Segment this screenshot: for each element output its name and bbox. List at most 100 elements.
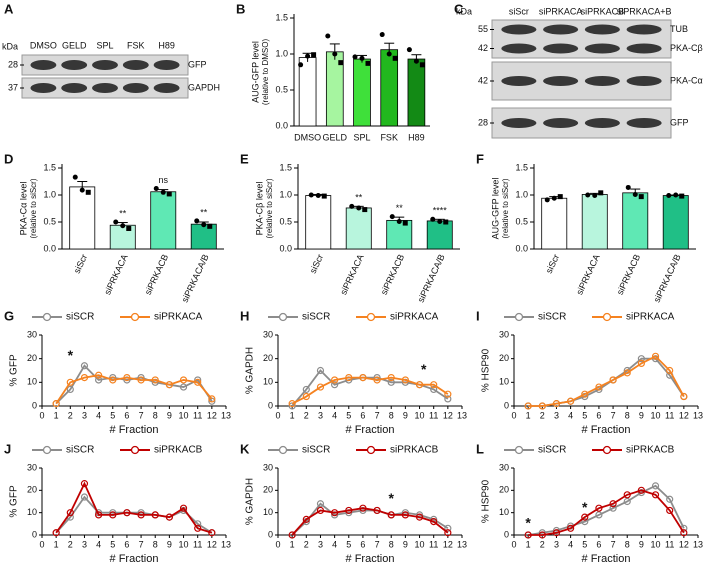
y-tick-label: 20 bbox=[27, 485, 37, 495]
band bbox=[61, 60, 88, 70]
replicate-point bbox=[632, 191, 638, 197]
band bbox=[92, 60, 118, 70]
x-tick-label: siPRKACA/B bbox=[416, 253, 447, 304]
kda-marker: 28 bbox=[8, 59, 18, 69]
x-tick-label: 12 bbox=[207, 539, 217, 549]
bar bbox=[581, 194, 608, 250]
data-point bbox=[623, 369, 631, 377]
x-tick-label: 13 bbox=[693, 539, 703, 549]
x-tick-label: 1 bbox=[290, 410, 295, 420]
x-tick-label: 0 bbox=[511, 410, 516, 420]
x-tick-label: 5 bbox=[110, 539, 115, 549]
data-point bbox=[109, 376, 117, 384]
panel-letter: D bbox=[4, 151, 13, 166]
band-label: PKA-Cα bbox=[670, 75, 703, 85]
y-axis-label: % GFP bbox=[9, 354, 20, 387]
data-point bbox=[109, 511, 117, 519]
x-tick-label: 11 bbox=[665, 410, 674, 420]
replicate-point bbox=[362, 207, 368, 213]
series-line bbox=[528, 489, 685, 536]
y-tick-label: 20 bbox=[499, 353, 509, 363]
band bbox=[153, 60, 180, 70]
x-tick-label: FSK bbox=[380, 132, 398, 142]
lane-label: FSK bbox=[127, 40, 145, 50]
band bbox=[501, 118, 537, 128]
x-axis-label: # Fraction bbox=[110, 424, 159, 436]
y-tick-label: 30 bbox=[499, 462, 509, 472]
y-tick-label: 0 bbox=[268, 400, 273, 410]
legend-marker bbox=[602, 445, 612, 455]
lane-label: SPL bbox=[96, 40, 113, 50]
legend-marker bbox=[278, 312, 288, 322]
bar bbox=[622, 192, 649, 250]
legend-marker bbox=[514, 312, 524, 322]
x-tick-label: 13 bbox=[221, 410, 231, 420]
x-tick-label: 5 bbox=[582, 410, 587, 420]
x-tick-label: 12 bbox=[679, 539, 689, 549]
data-point bbox=[609, 504, 617, 512]
x-tick-label: 9 bbox=[403, 410, 408, 420]
x-tick-label: 6 bbox=[596, 539, 601, 549]
legend-label: siPRKACA bbox=[390, 312, 439, 323]
bar bbox=[426, 220, 453, 250]
data-point bbox=[430, 385, 438, 394]
legend-marker bbox=[514, 445, 524, 455]
band bbox=[626, 24, 662, 35]
replicate-point bbox=[79, 187, 85, 193]
x-tick-label: 6 bbox=[596, 410, 601, 420]
band-label: GFP bbox=[670, 117, 689, 127]
band bbox=[30, 83, 57, 93]
replicate-point bbox=[679, 193, 685, 199]
bar bbox=[109, 224, 136, 250]
replicate-point bbox=[638, 194, 644, 200]
y-tick-label: 30 bbox=[263, 329, 273, 339]
significance: ** bbox=[119, 208, 127, 218]
x-tick-label: 7 bbox=[375, 539, 380, 549]
x-tick-label: 0 bbox=[275, 539, 280, 549]
x-tick-label: siScr bbox=[308, 253, 326, 275]
y-tick-label: 0.5 bbox=[515, 216, 528, 226]
annotation: * bbox=[389, 490, 395, 506]
legend-marker bbox=[130, 445, 140, 455]
lane-label: GELD bbox=[62, 40, 87, 50]
x-tick-label: 6 bbox=[360, 410, 365, 420]
annotation: * bbox=[421, 361, 427, 377]
data-point bbox=[623, 497, 631, 506]
replicate-point bbox=[413, 58, 419, 64]
band bbox=[584, 24, 620, 35]
data-point bbox=[359, 374, 367, 382]
panel-letter: G bbox=[4, 308, 14, 323]
series-line bbox=[55, 364, 213, 405]
band-label: PKA-Cβ bbox=[670, 43, 703, 53]
x-tick-label: 9 bbox=[639, 539, 644, 549]
x-tick-label: 11 bbox=[665, 539, 674, 549]
data-point bbox=[331, 509, 339, 517]
lane-label: siPRKACB bbox=[581, 6, 625, 16]
x-tick-label: 1 bbox=[526, 539, 531, 549]
y-tick-label: 20 bbox=[27, 353, 37, 363]
band bbox=[584, 43, 620, 54]
data-point bbox=[609, 376, 617, 384]
data-point bbox=[165, 513, 173, 521]
data-point bbox=[666, 495, 674, 503]
data-point bbox=[595, 511, 603, 519]
y-tick-label: 10 bbox=[499, 377, 509, 387]
data-point bbox=[595, 504, 603, 512]
band bbox=[543, 76, 579, 86]
x-tick-label: 5 bbox=[582, 539, 587, 549]
data-point bbox=[401, 511, 409, 519]
x-tick-label: 1 bbox=[54, 539, 59, 549]
data-point bbox=[52, 400, 60, 408]
x-tick-label: 8 bbox=[389, 410, 394, 420]
kda-marker: 37 bbox=[8, 82, 18, 92]
legend-marker bbox=[366, 312, 376, 322]
x-tick-label: 4 bbox=[568, 539, 573, 549]
x-axis-label: # Fraction bbox=[582, 424, 631, 436]
replicate-point bbox=[666, 193, 672, 199]
band bbox=[626, 43, 662, 54]
x-axis-label: # Fraction bbox=[346, 553, 395, 565]
lane-label: DMSO bbox=[30, 40, 57, 50]
replicate-point bbox=[166, 191, 172, 197]
x-tick-label: 8 bbox=[625, 410, 630, 420]
replicate-point bbox=[207, 223, 213, 229]
